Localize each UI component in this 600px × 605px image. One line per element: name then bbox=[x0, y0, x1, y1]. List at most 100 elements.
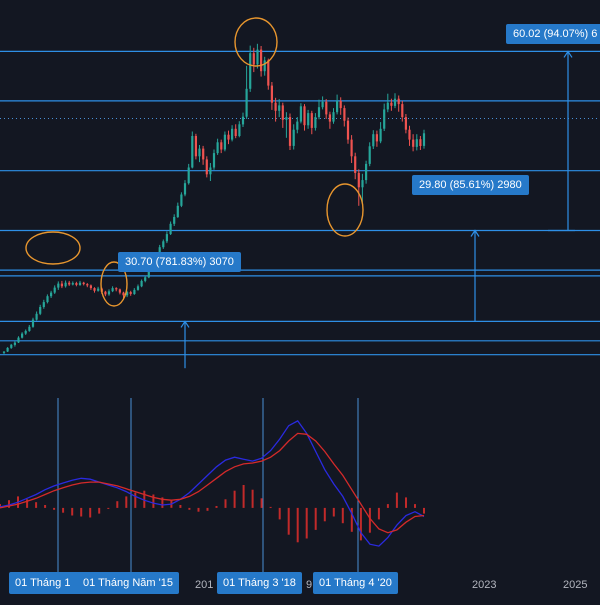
candle-body bbox=[401, 104, 404, 118]
macd-histogram-bar bbox=[296, 507, 299, 543]
macd-histogram-bar bbox=[224, 499, 227, 508]
macd-histogram-bar bbox=[62, 507, 65, 513]
measure-label-middle[interactable]: 29.80 (85.61%) 2980 bbox=[412, 175, 529, 195]
candle-body bbox=[165, 234, 168, 242]
candle-body bbox=[86, 284, 89, 286]
candle-body bbox=[126, 292, 129, 296]
candle-body bbox=[53, 287, 56, 293]
x-axis-tick-2023: 2023 bbox=[472, 579, 497, 591]
macd-histogram-bar bbox=[368, 507, 371, 533]
candle-body bbox=[129, 292, 132, 294]
candle-body bbox=[285, 117, 288, 120]
candle-body bbox=[234, 128, 237, 136]
candle-body bbox=[180, 194, 183, 206]
candle-body bbox=[260, 49, 263, 72]
candle-body bbox=[292, 129, 295, 146]
circle-marker-trough bbox=[326, 183, 364, 237]
macd-histogram-bar bbox=[107, 507, 110, 509]
date-tag-2[interactable]: 01 Tháng Năm '15 bbox=[77, 572, 179, 594]
candle-body bbox=[46, 296, 49, 303]
macd-histogram-bar bbox=[116, 501, 119, 508]
measure-label-top[interactable]: 60.02 (94.07%) 6 bbox=[506, 24, 600, 44]
candle-body bbox=[187, 167, 190, 184]
measure-arrows bbox=[180, 50, 575, 369]
macd-histogram-bar bbox=[423, 507, 425, 514]
candle-body bbox=[263, 60, 266, 72]
measure-arrow-middle-head bbox=[470, 229, 480, 237]
measure-label-low[interactable]: 30.70 (781.83%) 3070 bbox=[118, 252, 241, 272]
candle-body bbox=[288, 117, 292, 146]
candle-body bbox=[252, 53, 255, 65]
signal-line bbox=[0, 432, 425, 534]
candle-body bbox=[256, 49, 259, 65]
candle-body bbox=[104, 291, 107, 295]
macd-histogram-bar bbox=[314, 507, 317, 530]
candle-body bbox=[415, 139, 418, 147]
candle-body bbox=[404, 117, 407, 130]
macd-histogram-bar bbox=[98, 507, 101, 514]
date-tag-4[interactable]: 01 Tháng 4 '20 bbox=[313, 572, 398, 594]
candle-body bbox=[299, 106, 302, 122]
macd-histogram-bar bbox=[35, 502, 38, 508]
macd-panel bbox=[0, 420, 425, 547]
candle-body bbox=[209, 167, 212, 175]
date-tag-3[interactable]: 01 Tháng 3 '18 bbox=[217, 572, 302, 594]
macd-histogram-bar bbox=[278, 507, 281, 520]
macd-histogram-bar bbox=[251, 489, 254, 508]
macd-histogram-bar bbox=[350, 507, 353, 532]
highlight-circles bbox=[25, 17, 364, 307]
candle-body bbox=[379, 128, 382, 142]
horizontal-levels bbox=[0, 50, 600, 356]
candle-body bbox=[303, 106, 306, 126]
candle-body bbox=[245, 88, 248, 117]
macd-histogram-bar bbox=[134, 492, 137, 508]
candle-body bbox=[162, 241, 165, 248]
candle-body bbox=[346, 120, 350, 140]
candle-body bbox=[50, 292, 53, 297]
candle-body bbox=[2, 351, 6, 353]
macd-histogram-bar bbox=[323, 507, 326, 522]
candle-body bbox=[147, 270, 150, 278]
candle-body bbox=[354, 156, 357, 173]
candle-body bbox=[42, 302, 45, 307]
macd-histogram-bar bbox=[359, 507, 362, 541]
candlestick-series bbox=[2, 43, 426, 355]
candle-body bbox=[307, 113, 310, 126]
macd-histogram-bar bbox=[26, 499, 29, 508]
candle-body bbox=[28, 326, 31, 331]
macd-histogram-bar bbox=[89, 507, 92, 518]
candle-body bbox=[75, 283, 78, 285]
macd-histogram-bar bbox=[305, 507, 308, 539]
candle-body bbox=[71, 283, 74, 285]
candle-body bbox=[191, 136, 194, 168]
candle-body bbox=[393, 98, 397, 106]
candle-body bbox=[314, 117, 317, 128]
candle-body bbox=[202, 148, 205, 160]
candle-body bbox=[136, 286, 140, 290]
candle-body bbox=[173, 217, 176, 224]
candle-body bbox=[249, 53, 252, 89]
macd-histogram-bar bbox=[206, 507, 209, 511]
date-tag-1[interactable]: 01 Tháng 1 bbox=[9, 572, 85, 594]
candle-body bbox=[57, 283, 60, 288]
macd-histogram-bar bbox=[242, 485, 245, 508]
circle-marker-left-top bbox=[25, 231, 81, 265]
macd-histogram-bar bbox=[188, 507, 191, 510]
candle-body bbox=[270, 85, 273, 103]
macd-histogram-bar bbox=[53, 507, 56, 510]
macd-histogram-bar bbox=[414, 504, 416, 508]
macd-line bbox=[0, 420, 425, 547]
macd-histogram-bar bbox=[386, 504, 389, 508]
candle-body bbox=[39, 307, 42, 314]
candle-body bbox=[13, 342, 16, 345]
candle-body bbox=[390, 102, 393, 106]
candle-body bbox=[176, 205, 179, 218]
macd-histogram-bar bbox=[161, 497, 164, 508]
candle-body bbox=[216, 142, 219, 154]
candle-body bbox=[198, 148, 201, 157]
candle-body bbox=[357, 172, 360, 188]
candle-body bbox=[383, 109, 386, 129]
candle-body bbox=[212, 153, 216, 168]
